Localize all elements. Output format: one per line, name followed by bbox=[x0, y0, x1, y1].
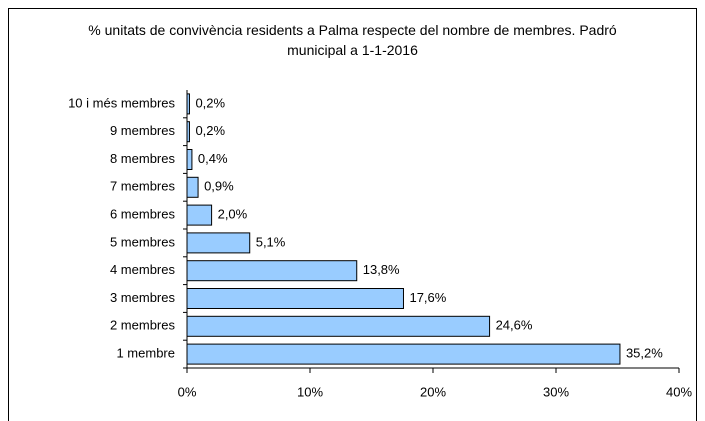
y-tick-label: 1 membre bbox=[116, 346, 175, 361]
y-tick-label: 5 membres bbox=[110, 234, 176, 249]
x-tick-label: 0% bbox=[178, 384, 197, 399]
value-label: 0,2% bbox=[195, 95, 225, 110]
chart-title: % unitats de convivència residents a Pal… bbox=[88, 22, 617, 58]
value-label: 24,6% bbox=[496, 318, 533, 333]
value-label: 5,1% bbox=[256, 234, 286, 249]
value-label: 13,8% bbox=[363, 262, 400, 277]
value-label: 17,6% bbox=[409, 290, 446, 305]
x-tick-label: 30% bbox=[543, 384, 569, 399]
x-tick-label: 40% bbox=[666, 384, 692, 399]
value-label: 0,4% bbox=[198, 151, 228, 166]
bar bbox=[186, 204, 213, 226]
bar bbox=[186, 232, 251, 254]
x-tick-label: 20% bbox=[420, 384, 446, 399]
value-label: 35,2% bbox=[626, 346, 663, 361]
y-tick-label: 6 membres bbox=[110, 207, 176, 222]
y-tick-label: 10 i més membres bbox=[68, 95, 175, 110]
y-tick-label: 9 membres bbox=[110, 123, 176, 138]
value-label: 0,9% bbox=[204, 179, 234, 194]
bar bbox=[186, 315, 491, 337]
bar bbox=[186, 93, 190, 115]
y-tick-label: 2 membres bbox=[110, 318, 176, 333]
bar bbox=[186, 288, 404, 309]
bar bbox=[186, 149, 193, 170]
x-tick-label: 10% bbox=[297, 384, 323, 399]
value-label: 0,2% bbox=[195, 123, 225, 138]
bar bbox=[186, 176, 199, 198]
value-label: 2,0% bbox=[218, 207, 248, 222]
y-tick-label: 3 membres bbox=[110, 290, 176, 305]
bar bbox=[186, 343, 621, 365]
bar bbox=[186, 260, 358, 282]
y-tick-label: 7 membres bbox=[110, 179, 176, 194]
bar bbox=[186, 121, 190, 143]
y-tick-label: 4 membres bbox=[110, 262, 176, 277]
y-tick-label: 8 membres bbox=[110, 151, 176, 166]
